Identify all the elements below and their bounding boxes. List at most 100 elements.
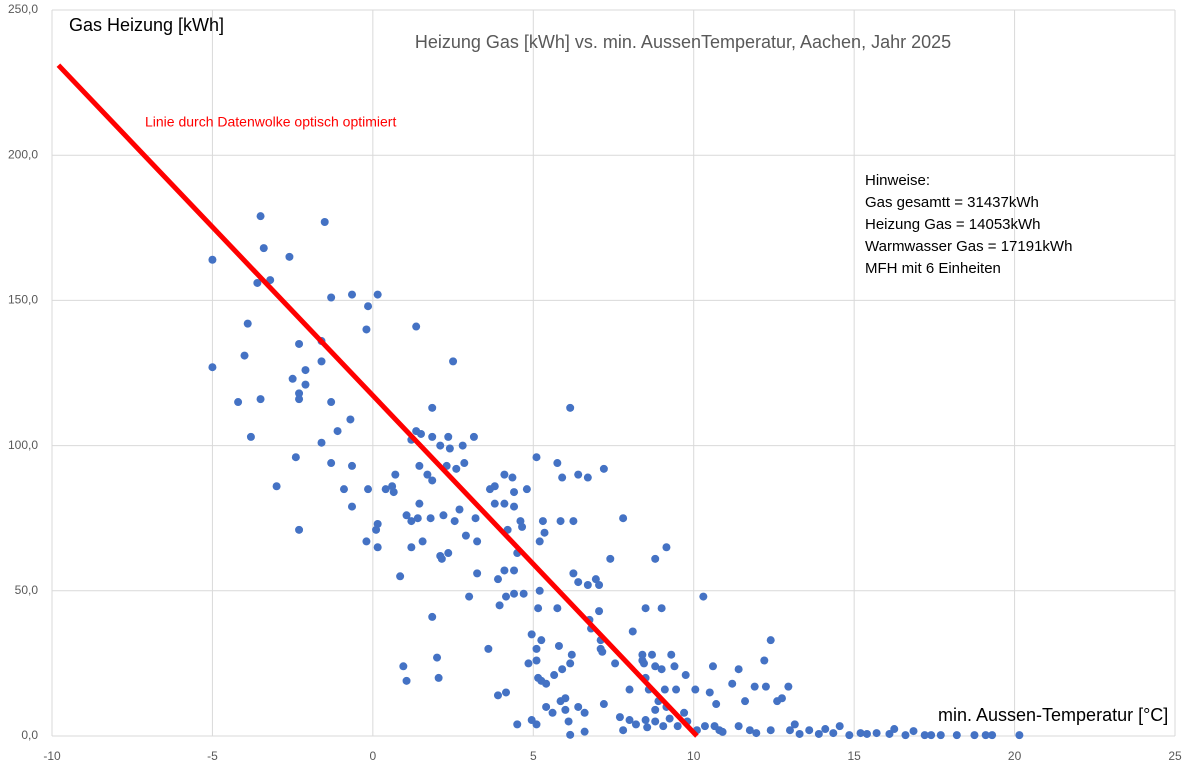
point xyxy=(295,339,304,348)
point xyxy=(583,473,592,482)
point xyxy=(814,729,823,738)
point xyxy=(670,662,679,671)
point xyxy=(936,731,945,740)
point xyxy=(728,679,737,688)
point xyxy=(452,464,461,473)
point xyxy=(518,522,527,531)
point xyxy=(320,217,329,226)
point xyxy=(532,453,541,462)
point xyxy=(760,656,769,665)
point xyxy=(253,278,262,287)
point xyxy=(566,403,575,412)
point xyxy=(885,729,894,738)
y-tick-label: 250,0 xyxy=(8,2,38,16)
point xyxy=(583,580,592,589)
point xyxy=(508,473,517,482)
point xyxy=(272,482,281,491)
y-tick-label: 100,0 xyxy=(8,438,38,452)
point xyxy=(295,525,304,534)
point xyxy=(829,729,838,738)
point xyxy=(681,671,690,680)
point xyxy=(455,505,464,514)
point xyxy=(805,726,814,735)
point xyxy=(445,444,454,453)
point xyxy=(785,726,794,735)
point xyxy=(561,694,570,703)
point xyxy=(745,726,754,735)
point xyxy=(553,604,562,613)
point xyxy=(790,720,799,729)
x-tick-label: 15 xyxy=(847,749,861,763)
x-tick-label: 5 xyxy=(530,749,537,763)
point xyxy=(373,520,382,529)
overlay xyxy=(56,63,699,738)
point xyxy=(564,717,573,726)
point xyxy=(599,464,608,473)
point xyxy=(532,720,541,729)
point xyxy=(752,729,761,738)
point xyxy=(566,730,575,739)
point xyxy=(493,691,502,700)
y-tick-label: 50,0 xyxy=(15,583,39,597)
note: Gas gesamtt = 31437kWh xyxy=(865,194,1039,211)
point xyxy=(234,398,243,407)
point xyxy=(465,592,474,601)
point xyxy=(428,432,437,441)
point xyxy=(734,665,743,674)
point xyxy=(407,517,416,526)
point xyxy=(558,665,567,674)
point xyxy=(580,727,589,736)
point xyxy=(708,662,717,671)
point xyxy=(301,366,310,375)
point xyxy=(364,485,373,494)
point xyxy=(970,731,979,740)
point xyxy=(471,514,480,523)
point xyxy=(538,517,547,526)
point xyxy=(558,473,567,482)
point xyxy=(611,659,620,668)
point xyxy=(339,485,348,494)
point xyxy=(599,700,608,709)
point xyxy=(920,731,929,740)
point xyxy=(327,398,336,407)
point xyxy=(625,685,634,694)
point xyxy=(628,627,637,636)
point xyxy=(548,708,557,717)
point xyxy=(295,395,304,404)
point xyxy=(535,537,544,546)
point xyxy=(500,499,509,508)
point xyxy=(641,604,650,613)
point xyxy=(691,685,700,694)
note: Warmwasser Gas = 17191kWh xyxy=(865,238,1072,255)
point xyxy=(317,438,326,447)
point xyxy=(327,293,336,302)
point xyxy=(1015,731,1024,740)
point xyxy=(638,650,647,659)
point xyxy=(333,427,342,436)
point xyxy=(574,702,583,711)
y-tick-label: 0,0 xyxy=(21,728,38,742)
grid: 0,0 50,0 100,0 150,0 200,0 250,0 -10 -5 0 5 10 15 20… xyxy=(8,2,1182,763)
point xyxy=(373,543,382,552)
point xyxy=(416,429,425,438)
point xyxy=(362,537,371,546)
x-tick-label: -5 xyxy=(207,749,218,763)
point xyxy=(680,708,689,717)
point xyxy=(362,325,371,334)
point xyxy=(402,676,411,685)
point xyxy=(493,575,502,584)
point xyxy=(651,662,660,671)
point xyxy=(981,731,990,740)
point xyxy=(535,586,544,595)
point xyxy=(291,453,300,462)
point xyxy=(407,543,416,552)
point xyxy=(651,705,660,714)
point xyxy=(699,592,708,601)
point xyxy=(556,517,565,526)
point xyxy=(643,723,652,732)
point xyxy=(513,720,522,729)
point xyxy=(519,589,528,598)
point xyxy=(566,659,575,668)
point xyxy=(657,665,666,674)
point xyxy=(750,682,759,691)
